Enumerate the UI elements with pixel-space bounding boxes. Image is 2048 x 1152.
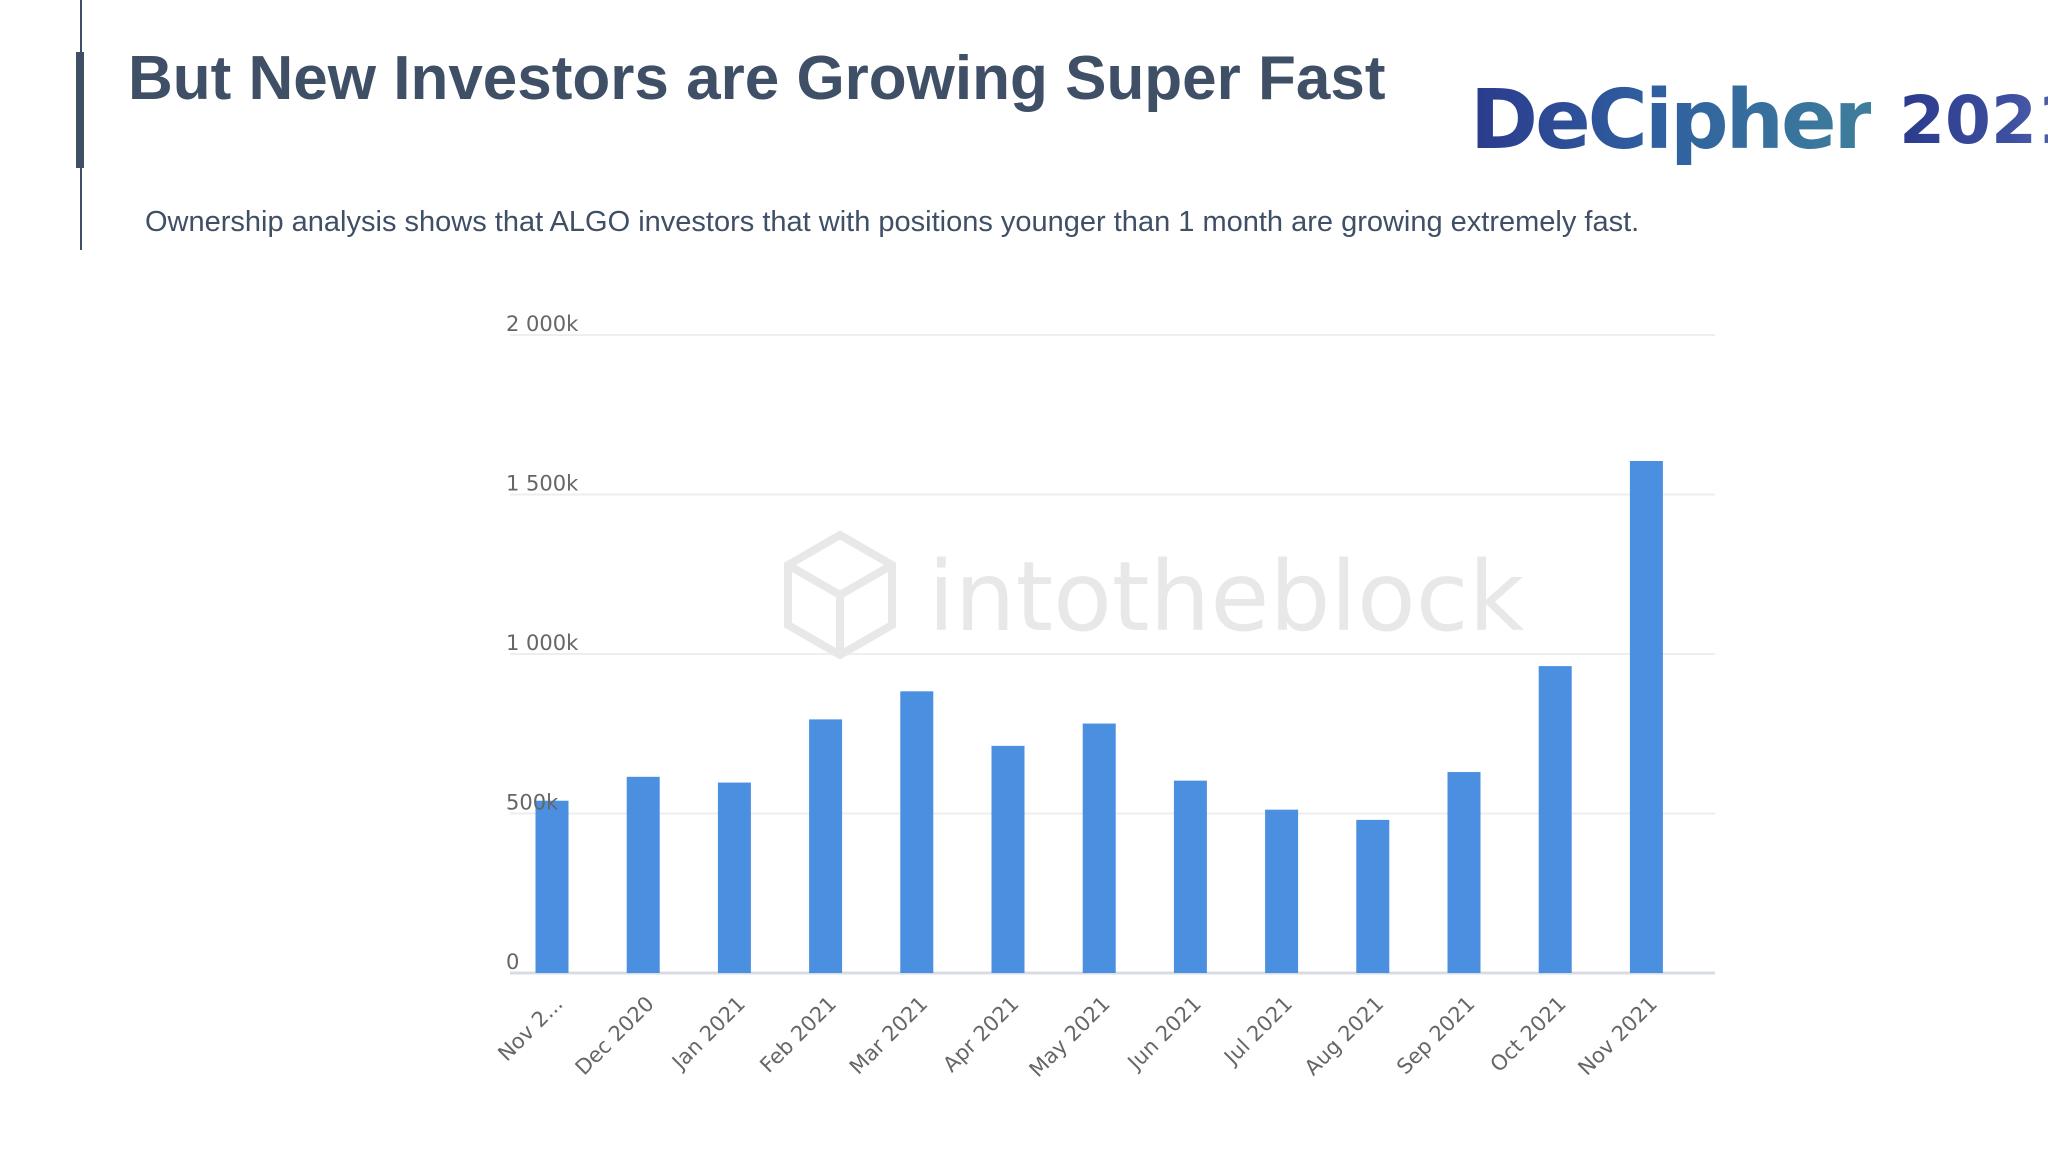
y-tick-label: 2 000k bbox=[506, 312, 579, 336]
x-tick-label: Sep 2021 bbox=[1392, 992, 1479, 1079]
x-tick-label: Apr 2021 bbox=[938, 992, 1023, 1077]
x-tick-label: May 2021 bbox=[1025, 992, 1115, 1082]
chart-svg: intotheblock 0 500k 1 000k 1 500k 2 000k Nov… bbox=[493, 312, 1715, 1082]
logo-year: 2021 bbox=[1899, 82, 2048, 159]
x-tick-label: Jul 2021 bbox=[1218, 992, 1297, 1071]
y-tick-label: 1 000k bbox=[506, 631, 579, 655]
x-tick-label: Oct 2021 bbox=[1486, 992, 1571, 1077]
accent-bar bbox=[76, 52, 84, 168]
decipher-logo: DeCipher 2021 bbox=[1470, 70, 2048, 170]
bar-3 bbox=[717, 782, 751, 973]
x-tick-label: Jan 2021 bbox=[666, 992, 750, 1076]
logo-word: DeCipher bbox=[1470, 72, 1874, 168]
slide-subtitle: Ownership analysis shows that ALGO inves… bbox=[145, 206, 1640, 238]
bar-9 bbox=[1265, 809, 1299, 973]
bar-13 bbox=[1629, 461, 1663, 973]
x-axis-labels: Nov 2... Dec 2020 Jan 2021 Feb 2021 Mar 2021… bbox=[493, 992, 1662, 1082]
bar-5 bbox=[900, 691, 934, 973]
bar-8 bbox=[1173, 780, 1207, 973]
x-tick-label: Jun 2021 bbox=[1122, 992, 1206, 1076]
x-tick-label: Mar 2021 bbox=[845, 992, 933, 1080]
x-tick-label: Dec 2020 bbox=[571, 992, 659, 1080]
y-axis-labels: 0 500k 1 000k 1 500k 2 000k bbox=[506, 312, 579, 974]
y-tick-label: 1 500k bbox=[506, 472, 579, 496]
x-tick-label: Aug 2021 bbox=[1300, 992, 1388, 1080]
bar-chart: intotheblock 0 500k 1 000k 1 500k 2 000k Nov… bbox=[440, 300, 1740, 1152]
bar-7 bbox=[1082, 723, 1116, 973]
watermark-text: intotheblock bbox=[928, 541, 1525, 653]
y-tick-label: 500k bbox=[506, 791, 559, 815]
slide-title: But New Investors are Growing Super Fast bbox=[128, 44, 1386, 113]
bars bbox=[535, 461, 1663, 973]
watermark: intotheblock bbox=[784, 530, 1525, 660]
bar-10 bbox=[1356, 819, 1390, 973]
bar-12 bbox=[1538, 666, 1572, 973]
bar-2 bbox=[626, 776, 660, 973]
bar-11 bbox=[1447, 772, 1481, 973]
x-tick-label: Feb 2021 bbox=[755, 992, 841, 1078]
x-tick-label: Nov 2021 bbox=[1573, 992, 1661, 1080]
y-tick-label: 0 bbox=[506, 950, 519, 974]
bar-6 bbox=[991, 745, 1025, 973]
x-tick-label: Nov 2... bbox=[493, 992, 567, 1066]
watermark-cube-icon bbox=[784, 530, 896, 660]
bar-1 bbox=[535, 800, 569, 973]
bar-4 bbox=[809, 719, 843, 973]
